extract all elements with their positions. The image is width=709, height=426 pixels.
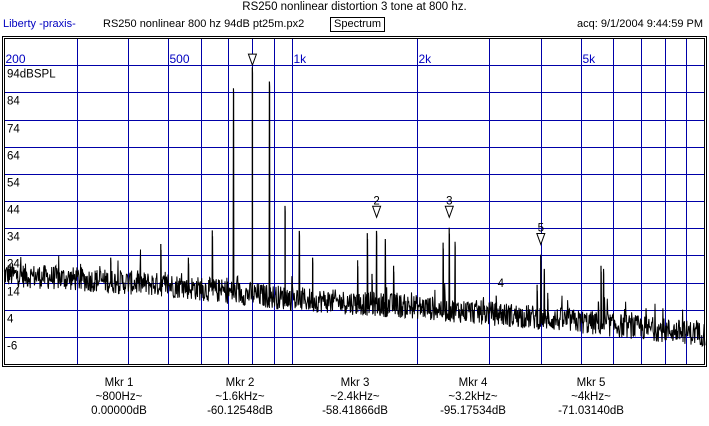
marker-number-label: 2 <box>373 195 379 207</box>
x-tick-label: 2k <box>419 52 433 66</box>
marker-triangle-icon[interactable] <box>444 205 454 219</box>
marker-number-label: 4 <box>498 278 505 290</box>
marker-triangle-icon[interactable] <box>371 205 382 219</box>
marker-freq: ~2.4kHz~ <box>330 391 380 403</box>
file-name: RS250 nonlinear 800 hz 94dB pt25m.px2 <box>103 18 305 30</box>
marker-name: Mkr 4 <box>458 377 488 389</box>
marker-readout-5: Mkr 5 ~4kHz~ -71.03140dB <box>536 376 646 418</box>
marker-name: Mkr 5 <box>576 377 606 389</box>
y-tick-label: 14 <box>7 287 20 299</box>
y-tick-label: 64 <box>7 151 20 163</box>
marker-value: -71.03140dB <box>558 405 624 417</box>
y-tick-label: 54 <box>7 178 20 190</box>
marker-triangle-icon[interactable] <box>536 232 546 246</box>
spectrum-mode-button[interactable]: Spectrum <box>330 17 386 32</box>
marker-name: Mkr 1 <box>104 377 134 389</box>
marker-triangle-icon[interactable] <box>247 53 258 67</box>
y-tick-label: 24 <box>7 259 20 271</box>
marker-number-label: 3 <box>446 195 452 207</box>
marker-name: Mkr 2 <box>225 377 255 389</box>
y-tick-label: 94dBSPL <box>7 69 56 81</box>
y-tick-label: 74 <box>7 124 20 136</box>
x-tick-label: 5k <box>583 52 597 66</box>
y-tick-label: 4 <box>7 314 14 326</box>
marker-freq: ~4kHz~ <box>571 391 611 403</box>
marker-value: 0.00000dB <box>91 405 147 417</box>
marker-number-label: 5 <box>538 222 544 234</box>
marker-freq: ~3.2kHz~ <box>448 391 498 403</box>
chart-title: RS250 nonlinear distortion 3 tone at 800… <box>242 1 467 13</box>
marker-readout-2: Mkr 2 ~1.6kHz~ -60.12548dB <box>185 376 295 418</box>
trace-group <box>3 67 706 348</box>
y-tick-label: 84 <box>7 96 20 108</box>
y-tick-label: 34 <box>7 232 20 244</box>
plot-frame-inner <box>4 38 705 365</box>
marker-value: -60.12548dB <box>207 405 273 417</box>
marker-value: -95.17534dB <box>440 405 506 417</box>
acquisition-timestamp: acq: 9/1/2004 9:44:59 PM <box>577 18 703 30</box>
marker-readout-1: Mkr 1 ~800Hz~ 0.00000dB <box>64 376 174 418</box>
marker-value: -58.41866dB <box>322 405 388 417</box>
marker-name: Mkr 3 <box>340 377 370 389</box>
y-tick-label: -6 <box>7 341 17 353</box>
spectrum-trace <box>3 67 706 348</box>
marker-readout-4: Mkr 4 ~3.2kHz~ -95.17534dB <box>418 376 528 418</box>
brand-label: Liberty -praxis- <box>3 18 76 30</box>
marker-freq: ~1.6kHz~ <box>215 391 265 403</box>
grid <box>4 38 705 364</box>
y-tick-label: 44 <box>7 205 20 217</box>
marker-group: 2 3 4 5 <box>247 53 546 290</box>
x-tick-label: 500 <box>170 52 190 66</box>
marker-freq: ~800Hz~ <box>95 391 143 403</box>
plot-frame <box>2 36 707 367</box>
x-tick-label: 200 <box>6 52 26 66</box>
x-tick-label: 1k <box>294 52 308 66</box>
marker-readout-3: Mkr 3 ~2.4kHz~ -58.41866dB <box>300 376 410 418</box>
